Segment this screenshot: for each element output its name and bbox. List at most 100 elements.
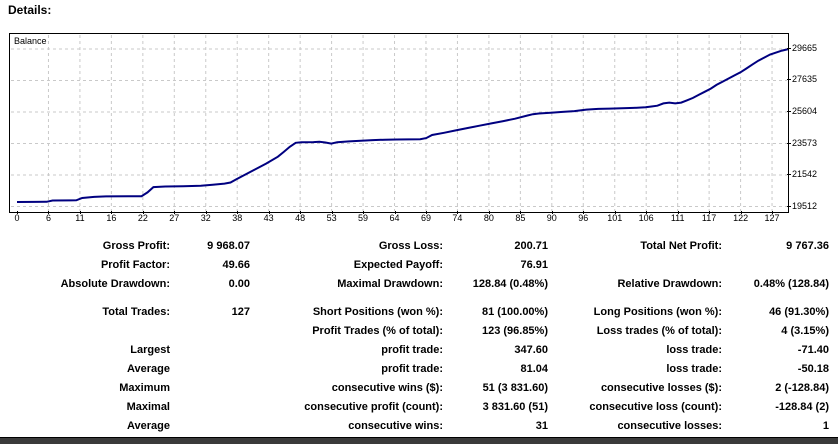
stat-label: Total Trades: (102, 305, 170, 318)
x-axis: 0 6 11 16 22 27 32 38 43 48 53 59 64 69 74 80 85 90 96 101 1… (0, 213, 838, 225)
x-tick-mark (677, 211, 679, 214)
x-tick-mark (614, 211, 616, 214)
stat-label: Largest (130, 343, 170, 356)
stat-value: 347.60 (514, 343, 548, 356)
stat-value: 1 (822, 419, 829, 432)
balance-chart-canvas (11, 35, 788, 211)
stat-value: 46 (91.30%) (769, 305, 829, 318)
table-row: Profit Trades (% of total): 123 (96.85%) L… (0, 321, 829, 340)
x-tick-mark (142, 211, 144, 214)
x-tick-label: 22 (137, 213, 148, 223)
stat-label: consecutive losses ($): (600, 381, 722, 394)
table-row: Gross Profit: 9 968.07 Gross Loss: 200.71 To… (0, 236, 829, 255)
table-row: Profit Factor: 49.66 Expected Payoff: 76.91 (0, 255, 829, 274)
stat-label: Gross Profit: (102, 239, 170, 252)
x-tick-label: 80 (483, 213, 494, 223)
x-tick-label: 32 (200, 213, 211, 223)
stat-label: consecutive loss (count): (589, 400, 722, 413)
x-tick-label: 69 (420, 213, 431, 223)
x-tick-mark (174, 211, 176, 214)
x-tick-mark (300, 211, 302, 214)
stat-label: profit trade: (381, 362, 443, 375)
stat-label: Average (126, 419, 170, 432)
stat-value: 9 968.07 (207, 239, 250, 252)
stat-label: consecutive profit (count): (304, 400, 443, 413)
stat-label: Total Net Profit: (640, 239, 722, 252)
stat-value: 76.91 (520, 258, 548, 271)
section-gap (0, 293, 829, 302)
stat-value: 127 (231, 305, 250, 318)
x-tick-mark (363, 211, 365, 214)
stat-label: Average (126, 362, 170, 375)
x-tick-label: 43 (263, 213, 274, 223)
x-tick-label: 27 (169, 213, 180, 223)
x-tick-label: 64 (389, 213, 400, 223)
x-tick-label: 11 (75, 213, 85, 223)
stat-label: Maximum (119, 381, 170, 394)
stat-label: profit trade: (381, 343, 443, 356)
stat-label: Maximal Drawdown: (337, 277, 443, 290)
y-tick-label: 29665 (792, 42, 818, 53)
x-tick-mark (394, 211, 396, 214)
stat-label: Gross Loss: (378, 239, 443, 252)
x-tick-label: 85 (515, 213, 526, 223)
x-tick-label: 48 (295, 213, 306, 223)
stat-value: 4 (3.15%) (781, 324, 829, 337)
x-tick-mark (772, 211, 774, 214)
y-tick-label: 27635 (792, 74, 818, 85)
x-tick-mark (425, 211, 427, 214)
table-row: Average profit trade: 81.04 loss trade: -50.… (0, 359, 829, 378)
x-tick-mark (331, 211, 333, 214)
x-tick-label: 53 (326, 213, 337, 223)
x-tick-label: 0 (14, 213, 20, 223)
stat-value: 128.84 (0.48%) (472, 277, 548, 290)
x-tick-label: 117 (701, 213, 717, 223)
stat-label: consecutive losses: (617, 419, 722, 432)
stat-label: Absolute Drawdown: (60, 277, 170, 290)
stat-label: Relative Drawdown: (617, 277, 722, 290)
stat-value: 0.00 (228, 277, 250, 290)
y-tick-mark (787, 110, 791, 112)
stat-value: 51 (3 831.60) (482, 381, 548, 394)
y-tick-mark (787, 174, 791, 175)
x-tick-mark (520, 211, 522, 214)
x-tick-label: 111 (670, 213, 685, 223)
stat-label: Short Positions (won %): (312, 305, 443, 318)
page-title: Details: (8, 3, 52, 17)
stat-label: Maximal (126, 400, 170, 413)
y-tick-label: 25604 (792, 105, 818, 116)
x-tick-mark (488, 211, 490, 214)
stat-label: loss trade: (666, 362, 722, 375)
stats-table: Gross Profit: 9 968.07 Gross Loss: 200.71 To… (0, 236, 829, 435)
chart-series-label: Balance (14, 36, 47, 46)
stat-value: -50.18 (797, 362, 829, 375)
table-row: Maximum consecutive wins ($): 51 (3 831.60… (0, 378, 829, 397)
stat-value: 3 831.60 (51) (482, 400, 548, 413)
stat-value: 31 (535, 419, 548, 432)
x-tick-mark (79, 211, 81, 214)
stat-label: Profit Factor: (100, 258, 170, 271)
stat-label: consecutive wins: (348, 419, 443, 432)
x-tick-mark (646, 211, 648, 214)
y-tick-mark (787, 47, 791, 49)
y-axis: 29665 27635 25604 23573 21542 19512 (792, 0, 838, 230)
x-tick-mark (740, 211, 742, 214)
x-tick-label: 106 (638, 213, 654, 223)
stat-value: 2 (-128.84) (775, 381, 829, 394)
x-tick-label: 101 (607, 213, 623, 223)
table-row: Largest profit trade: 347.60 loss trade: -71… (0, 340, 829, 359)
y-tick-mark (787, 79, 791, 81)
table-row: Average consecutive wins: 31 consecutive lo… (0, 416, 829, 435)
x-tick-mark (17, 211, 18, 214)
x-tick-mark (551, 211, 553, 214)
stat-value: 9 767.36 (786, 239, 829, 252)
stat-value: -128.84 (2) (775, 400, 829, 413)
x-tick-label: 16 (106, 213, 117, 223)
x-tick-label: 96 (578, 213, 589, 223)
stat-label: Long Positions (won %): (593, 305, 722, 318)
y-tick-mark (787, 205, 791, 207)
stat-label: Profit Trades (% of total): (312, 324, 443, 337)
stat-value: -71.40 (797, 343, 829, 356)
bottom-divider-bar (0, 437, 838, 444)
